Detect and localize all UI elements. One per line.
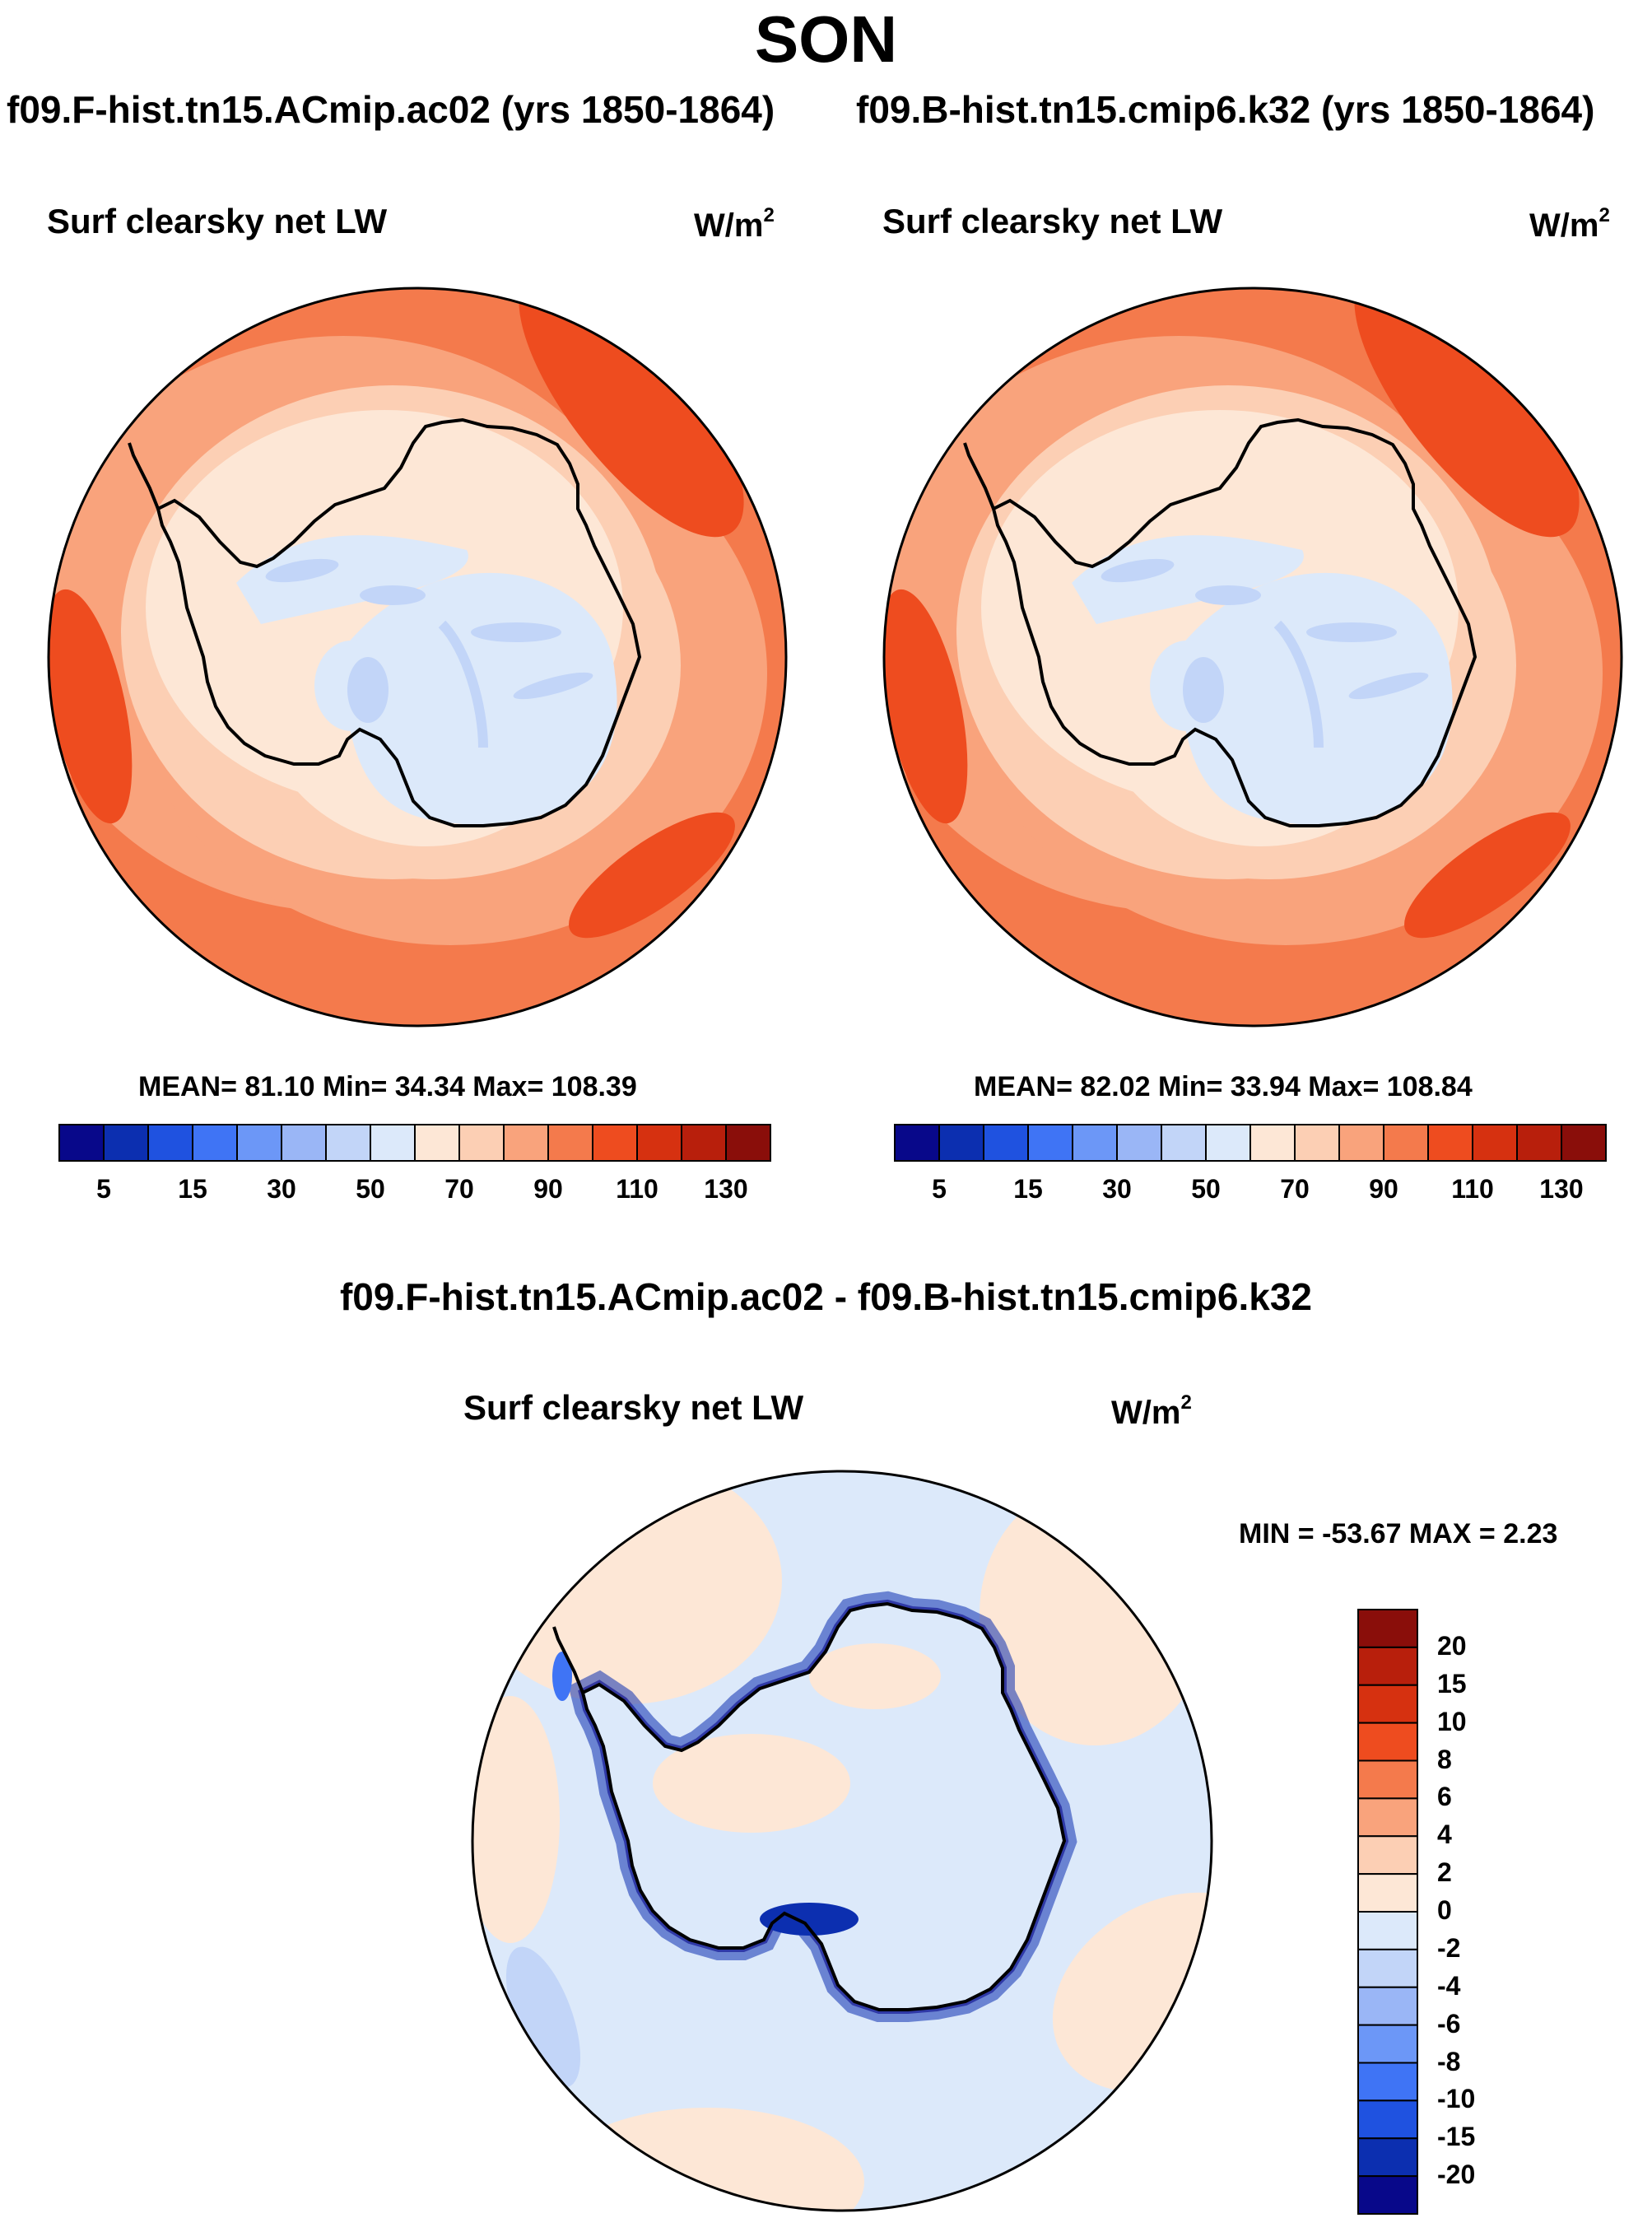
colorbar-swatch bbox=[414, 1124, 460, 1162]
difference-variable-title: Surf clearsky net LW bbox=[463, 1388, 804, 1427]
colorbar-swatch bbox=[236, 1124, 282, 1162]
colorbar-tick-label: -15 bbox=[1437, 2122, 1476, 2152]
colorbar-panel-1 bbox=[58, 1124, 771, 1162]
main-title: SON bbox=[754, 2, 898, 76]
colorbar-tick-label: 50 bbox=[356, 1174, 385, 1204]
colorbar-tick-label: -6 bbox=[1437, 2008, 1461, 2039]
colorbar-tick-label: 110 bbox=[616, 1174, 658, 1204]
colorbar-swatch bbox=[458, 1124, 505, 1162]
colorbar-tick-label: 0 bbox=[1437, 1895, 1452, 1925]
difference-title: f09.F-hist.tn15.ACmip.ac02 - f09.B-hist.… bbox=[339, 1275, 1313, 1318]
panel-1-units: W/m2 bbox=[694, 204, 775, 244]
colorbar-swatch bbox=[147, 1124, 193, 1162]
colorbar-swatch bbox=[1072, 1124, 1118, 1162]
colorbar-tick-label: 15 bbox=[1013, 1174, 1043, 1204]
colorbar-tick-label: 130 bbox=[704, 1174, 748, 1204]
panel-1-stats: MEAN= 81.10 Min= 34.34 Max= 108.39 bbox=[138, 1071, 637, 1102]
panel-1-variable-title: Surf clearsky net LW bbox=[47, 202, 388, 240]
panel-2-units: W/m2 bbox=[1529, 204, 1610, 244]
colorbar-tick-label: 4 bbox=[1437, 1820, 1452, 1850]
colorbar-swatch bbox=[983, 1124, 1029, 1162]
colorbar-tick-label: -20 bbox=[1437, 2160, 1476, 2190]
colorbar-swatch bbox=[1357, 2062, 1418, 2102]
colorbar-swatch bbox=[1249, 1124, 1296, 1162]
colorbar-swatch bbox=[1338, 1124, 1384, 1162]
colorbar-swatch bbox=[1116, 1124, 1162, 1162]
colorbar-swatch bbox=[1357, 2024, 1418, 2064]
colorbar-swatch bbox=[636, 1124, 682, 1162]
colorbar-swatch bbox=[192, 1124, 238, 1162]
colorbar-swatch bbox=[1357, 1911, 1418, 1950]
colorbar-swatch bbox=[1383, 1124, 1429, 1162]
colorbar-swatch bbox=[1516, 1124, 1562, 1162]
colorbar-swatch bbox=[1027, 1124, 1073, 1162]
colorbar-tick-label: 110 bbox=[1451, 1174, 1494, 1204]
colorbar-swatch bbox=[1161, 1124, 1207, 1162]
panel-1-run-title: f09.F-hist.tn15.ACmip.ac02 (yrs 1850-186… bbox=[7, 88, 775, 131]
colorbar-tick-label: -10 bbox=[1437, 2084, 1476, 2114]
colorbar-tick-label: 30 bbox=[267, 1174, 296, 1204]
panel-2-run-title: f09.B-hist.tn15.cmip6.k32 (yrs 1850-1864… bbox=[856, 88, 1595, 131]
colorbar-tick-label: 20 bbox=[1437, 1630, 1467, 1661]
colorbar-swatch bbox=[503, 1124, 549, 1162]
colorbar-swatch bbox=[894, 1124, 940, 1162]
colorbar-tick-label: 2 bbox=[1437, 1857, 1452, 1888]
colorbar-tick-label: 90 bbox=[1369, 1174, 1398, 1204]
colorbar-swatch bbox=[1294, 1124, 1340, 1162]
colorbar-tick-label: 70 bbox=[444, 1174, 474, 1204]
colorbar-swatch bbox=[1357, 1986, 1418, 2026]
colorbar-tick-label: 50 bbox=[1191, 1174, 1221, 1204]
colorbar-swatch bbox=[547, 1124, 593, 1162]
colorbar-swatch bbox=[1357, 1722, 1418, 1762]
colorbar-swatch bbox=[58, 1124, 105, 1162]
colorbar-tick-label: 8 bbox=[1437, 1744, 1452, 1774]
colorbar-swatch bbox=[1357, 1609, 1418, 1648]
colorbar-swatch bbox=[1357, 1646, 1418, 1686]
colorbar-tick-label: 5 bbox=[932, 1174, 947, 1204]
colorbar-swatch bbox=[370, 1124, 416, 1162]
colorbar-tick-label: -2 bbox=[1437, 1932, 1461, 1963]
colorbar-swatch bbox=[1357, 1873, 1418, 1913]
colorbar-swatch bbox=[1357, 2099, 1418, 2140]
colorbar-tick-label: -4 bbox=[1437, 1970, 1461, 2001]
colorbar-swatch bbox=[592, 1124, 638, 1162]
colorbar-tick-label: 30 bbox=[1102, 1174, 1132, 1204]
colorbar-swatch bbox=[1357, 1759, 1418, 1800]
colorbar-swatch bbox=[1357, 1684, 1418, 1724]
colorbar-swatch bbox=[938, 1124, 984, 1162]
colorbar-swatch bbox=[325, 1124, 371, 1162]
colorbar-swatch bbox=[1357, 1797, 1418, 1838]
colorbar-swatch bbox=[1357, 2137, 1418, 2178]
colorbar-swatch bbox=[1357, 1948, 1418, 1988]
map-panel-2 bbox=[858, 234, 1640, 1044]
colorbar-tick-label: 6 bbox=[1437, 1782, 1452, 1812]
colorbar-tick-label: 130 bbox=[1539, 1174, 1584, 1204]
colorbar-panel-2 bbox=[894, 1124, 1607, 1162]
colorbar-tick-label: 15 bbox=[1437, 1668, 1467, 1698]
colorbar-swatch bbox=[1472, 1124, 1518, 1162]
colorbar-swatch bbox=[1427, 1124, 1473, 1162]
colorbar-tick-label: 70 bbox=[1280, 1174, 1310, 1204]
colorbar-swatch bbox=[1357, 1835, 1418, 1876]
colorbar-tick-label: 90 bbox=[533, 1174, 563, 1204]
colorbar-tick-label: 10 bbox=[1437, 1706, 1467, 1736]
difference-units: W/m2 bbox=[1111, 1391, 1192, 1431]
colorbar-swatch bbox=[681, 1124, 727, 1162]
colorbar-swatch bbox=[1357, 2175, 1418, 2215]
colorbar-swatch bbox=[1561, 1124, 1607, 1162]
colorbar-difference bbox=[1357, 1609, 1418, 2215]
colorbar-swatch bbox=[103, 1124, 149, 1162]
colorbar-tick-label: -8 bbox=[1437, 2046, 1461, 2076]
panel-2-variable-title: Surf clearsky net LW bbox=[882, 202, 1223, 240]
colorbar-swatch bbox=[281, 1124, 327, 1162]
colorbar-tick-label: 15 bbox=[178, 1174, 207, 1204]
panel-2-stats: MEAN= 82.02 Min= 33.94 Max= 108.84 bbox=[974, 1071, 1473, 1102]
colorbar-swatch bbox=[725, 1124, 771, 1162]
colorbar-swatch bbox=[1205, 1124, 1251, 1162]
colorbar-tick-label: 5 bbox=[96, 1174, 111, 1204]
difference-min-max: MIN = -53.67 MAX = 2.23 bbox=[1239, 1518, 1558, 1549]
map-panel-1 bbox=[22, 234, 804, 1044]
